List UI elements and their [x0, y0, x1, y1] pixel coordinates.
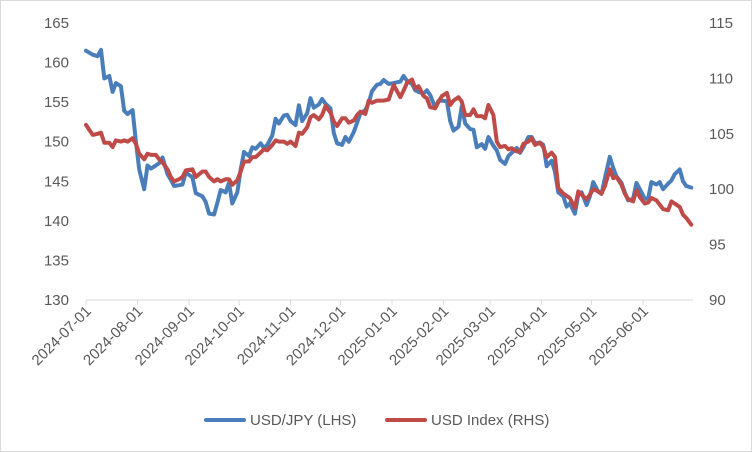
right-axis-ticks: 90 95 100 105 110 115	[709, 15, 734, 309]
right-tick-label: 95	[709, 237, 726, 254]
left-tick-label: 165	[44, 15, 69, 32]
x-axis-ticks: 2024-07-012024-08-012024-09-012024-10-01…	[29, 300, 652, 369]
left-tick-label: 160	[44, 55, 69, 72]
right-tick-label: 90	[709, 292, 726, 309]
legend-label-usd-index: USD Index (RHS)	[431, 412, 549, 429]
left-tick-label: 145	[44, 173, 69, 190]
left-tick-label: 135	[44, 252, 69, 269]
left-tick-label: 150	[44, 134, 69, 151]
left-tick-label: 155	[44, 94, 69, 111]
right-tick-label: 115	[709, 15, 733, 32]
left-axis-ticks: 130 135 140 145 150 155 160 165	[44, 15, 69, 309]
right-tick-label: 110	[709, 70, 733, 87]
series-line-usdjpy	[84, 47, 694, 217]
legend: USD/JPY (LHS) USD Index (RHS)	[204, 412, 549, 429]
legend-label-usdjpy: USD/JPY (LHS)	[250, 412, 356, 429]
left-tick-label: 130	[44, 292, 69, 309]
series-line-usd-index	[84, 77, 694, 227]
left-tick-label: 140	[44, 213, 69, 230]
right-tick-label: 100	[709, 181, 734, 198]
right-tick-label: 105	[709, 126, 734, 143]
series-lines	[84, 47, 694, 227]
